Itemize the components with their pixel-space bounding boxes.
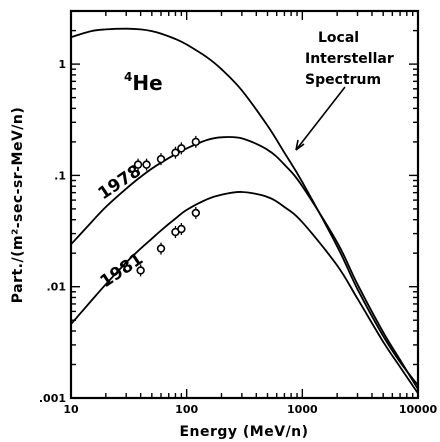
species-label: 4He — [124, 70, 163, 95]
x-axis-title: Energy (MeV/n) — [179, 424, 308, 440]
annotation-line-3: Spectrum — [305, 72, 381, 88]
data-point — [133, 160, 143, 169]
y-axis-title: Part./(m²-sec-sr-MeV/n) — [10, 107, 26, 304]
data-point — [156, 244, 166, 253]
data-point — [177, 224, 186, 234]
series-line — [70, 136, 419, 390]
annotation-arrow — [295, 86, 346, 151]
series-line — [70, 191, 419, 394]
x-tick-label: 10000 — [399, 403, 438, 416]
x-tick-label: 10 — [63, 403, 79, 416]
annotation-line-1: Local — [318, 30, 359, 46]
data-point — [156, 154, 166, 164]
y-tick-label: 1 — [58, 58, 66, 71]
plot-frame — [69, 9, 420, 400]
data-point — [177, 144, 186, 153]
x-tick-label: 100 — [175, 403, 198, 416]
species-mass-number: 4 — [124, 70, 132, 84]
series-label-1981: 1981 — [97, 249, 147, 292]
series-line — [70, 27, 419, 386]
data-point — [142, 160, 151, 169]
species-symbol: He — [132, 71, 162, 95]
data-point — [191, 208, 201, 218]
curves — [70, 27, 419, 394]
annotation-arrowhead — [295, 139, 305, 151]
data-point — [171, 148, 180, 157]
data-points — [133, 135, 201, 277]
axis-ticks — [70, 10, 418, 399]
data-point — [136, 266, 145, 275]
y-tick-label: .1 — [54, 169, 66, 182]
data-point — [191, 137, 201, 147]
x-tick-label: 1000 — [287, 403, 318, 416]
annotation-line-2: Interstellar — [305, 51, 394, 67]
series-label-1978: 1978 — [95, 161, 145, 204]
y-tick-label: .01 — [47, 281, 67, 294]
y-tick-label: .001 — [39, 392, 66, 405]
tick-labels: 10 100 1000 10000 1 .1 .01 .001 — [39, 58, 438, 416]
